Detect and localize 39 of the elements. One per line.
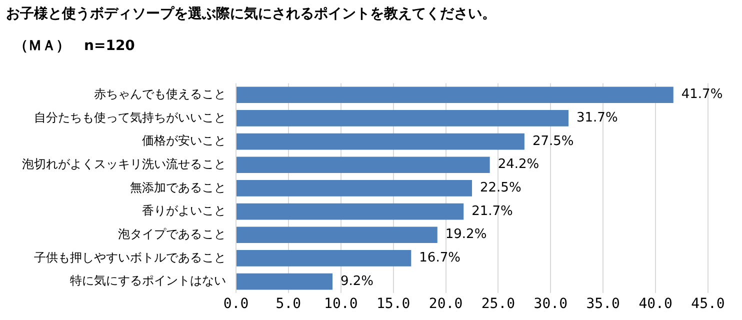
- x-tick-label: 15.0: [376, 296, 410, 312]
- x-tick-label: 10.0: [324, 296, 358, 312]
- bar: [236, 226, 438, 244]
- y-tick-label: 香りがよいこと: [142, 204, 226, 218]
- bar: [236, 180, 472, 196]
- y-tick-label: 泡切れがよくスッキリ洗い流せること: [22, 156, 226, 171]
- data-label: 9.2%: [340, 274, 374, 289]
- data-label: 21.7%: [472, 204, 513, 219]
- chart-title: お子様と使うボディソープを選ぶ際に気にされるポイントを教えてください。: [6, 5, 496, 23]
- bar: [236, 250, 412, 266]
- data-label: 19.2%: [445, 227, 487, 242]
- y-tick-label: 価格が安いこと: [142, 134, 226, 148]
- data-label: 31.7%: [576, 110, 618, 126]
- y-tick-label: 赤ちゃんでも使えること: [94, 86, 226, 101]
- y-tick-label: 特に気にするポイントはない: [70, 274, 226, 288]
- x-tick-label: 45.0: [691, 296, 725, 312]
- bar: [236, 86, 674, 104]
- y-tick-label: 泡タイプであること: [118, 226, 226, 241]
- y-tick-label: 子供も押しやすいボトルであること: [34, 250, 226, 264]
- bar: [236, 133, 524, 150]
- data-label: 24.2%: [498, 157, 540, 172]
- y-tick-label: 自分たちも使って気持ちがいいこと: [34, 110, 226, 124]
- x-tick-label: 25.0: [481, 296, 516, 312]
- bar: [236, 110, 568, 126]
- x-tick-label: 35.0: [586, 296, 620, 312]
- text: （ＭＡ） n=120: [14, 37, 135, 55]
- data-label: 22.5%: [480, 180, 522, 196]
- x-tick-label: 0.0: [223, 296, 249, 312]
- bar: [236, 203, 464, 220]
- data-label: 16.7%: [419, 250, 460, 266]
- x-tick-label: 5.0: [276, 296, 302, 312]
- data-label: 41.7%: [681, 87, 723, 102]
- x-tick-label: 20.0: [428, 296, 463, 312]
- y-tick-label: 無添加であること: [130, 180, 226, 194]
- x-tick-label: 30.0: [534, 296, 568, 312]
- data-label: 27.5%: [532, 134, 574, 149]
- bar: [236, 273, 332, 290]
- bar: [236, 156, 490, 174]
- x-tick-label: 40.0: [638, 296, 672, 312]
